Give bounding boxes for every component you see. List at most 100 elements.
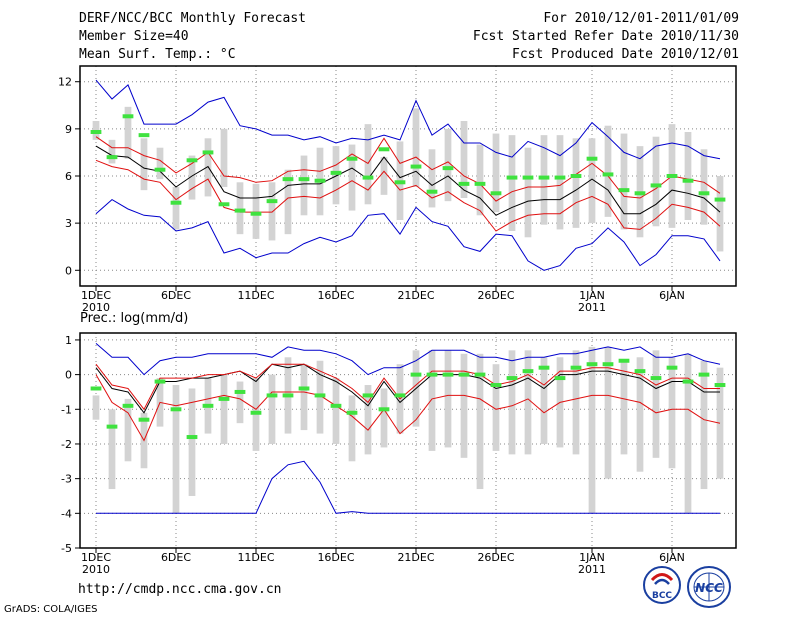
- ncc-logo-icon: NCC: [687, 566, 731, 608]
- ensemble-box: [572, 350, 580, 455]
- y-tick-label: -1: [61, 403, 72, 416]
- median-marker: [330, 170, 342, 175]
- ensemble-box: [364, 124, 372, 205]
- ensemble-box: [700, 149, 708, 225]
- median-marker: [234, 208, 246, 213]
- y-tick-label: 6: [65, 170, 72, 183]
- ensemble-box: [268, 374, 276, 444]
- y-tick-label: -3: [61, 473, 72, 486]
- ensemble-box: [492, 133, 500, 213]
- x-tick-label: 16DEC: [317, 551, 354, 564]
- median-marker: [298, 177, 310, 182]
- median-marker: [90, 386, 102, 391]
- y-tick-label: -2: [61, 438, 72, 451]
- median-marker: [138, 417, 150, 422]
- ensemble-box: [460, 121, 468, 198]
- median-marker: [378, 407, 390, 412]
- y-tick-label: 12: [58, 76, 72, 89]
- ensemble-box: [684, 132, 692, 220]
- median-marker: [490, 191, 502, 196]
- median-marker: [394, 393, 406, 398]
- median-marker: [170, 407, 182, 412]
- median-marker: [266, 199, 278, 204]
- series-line-ensemble-mean: [95, 145, 721, 216]
- ensemble-box: [348, 144, 356, 211]
- median-marker: [330, 403, 342, 408]
- ensemble-box: [156, 147, 164, 180]
- ensemble-box: [540, 135, 548, 225]
- x-tick-label: 11DEC: [237, 289, 274, 302]
- ensemble-box: [700, 360, 708, 490]
- ensemble-box: [140, 138, 148, 191]
- x-tick-label: 11DEC: [237, 551, 274, 564]
- ensemble-box: [652, 136, 660, 227]
- x-tick-label: 16DEC: [317, 289, 354, 302]
- median-marker: [202, 403, 214, 408]
- ensemble-box: [268, 182, 276, 241]
- ensemble-box: [652, 350, 660, 458]
- median-marker: [442, 166, 454, 171]
- ensemble-box: [460, 353, 468, 458]
- bcc-logo-text: BCC: [652, 591, 672, 601]
- ensemble-box: [220, 128, 228, 187]
- series-line-upper-inner: [95, 136, 721, 202]
- ensemble-box: [508, 135, 516, 231]
- ensemble-box: [236, 182, 244, 235]
- median-marker: [218, 202, 230, 207]
- ensemble-box: [108, 139, 116, 164]
- ensemble-box: [508, 350, 516, 455]
- ensemble-box: [716, 176, 724, 252]
- median-marker: [410, 372, 422, 377]
- ensemble-box: [444, 350, 452, 448]
- median-marker: [522, 369, 534, 374]
- ensemble-box: [92, 395, 100, 420]
- median-marker: [426, 372, 438, 377]
- median-marker: [682, 178, 694, 183]
- median-marker: [442, 372, 454, 377]
- median-marker: [90, 130, 102, 134]
- ensemble-box: [604, 125, 612, 217]
- median-marker: [714, 383, 726, 388]
- ensemble-box: [540, 357, 548, 444]
- median-marker: [602, 362, 614, 367]
- x-year-label: 2011: [578, 563, 606, 576]
- ensemble-box: [476, 353, 484, 490]
- ensemble-box: [604, 346, 612, 479]
- ensemble-box: [588, 346, 596, 514]
- y-tick-label: -5: [61, 542, 72, 555]
- x-tick-label: 1DEC: [81, 551, 111, 564]
- ensemble-box: [380, 157, 388, 195]
- x-tick-label: 6JAN: [659, 289, 685, 302]
- series-line-lower-envelope: [95, 198, 721, 271]
- median-marker: [570, 365, 582, 370]
- x-year-label: 2010: [82, 301, 110, 314]
- median-marker: [666, 365, 678, 370]
- ensemble-box: [172, 385, 180, 514]
- median-marker: [154, 167, 166, 172]
- x-year-label: 2011: [578, 301, 606, 314]
- ncc-logo-text: NCC: [695, 581, 723, 595]
- y-tick-label: 0: [65, 369, 72, 382]
- ensemble-box: [556, 135, 564, 230]
- y-tick-label: 3: [65, 217, 72, 230]
- ensemble-box: [524, 147, 532, 238]
- median-marker: [666, 174, 678, 178]
- median-marker: [282, 177, 294, 182]
- median-marker: [378, 147, 390, 152]
- ensemble-box: [572, 138, 580, 228]
- ensemble-box: [620, 133, 628, 230]
- median-marker: [618, 358, 630, 363]
- y-tick-label: 0: [65, 264, 72, 277]
- ensemble-box: [636, 357, 644, 472]
- source-url[interactable]: http://cmdp.ncc.cma.gov.cn: [78, 582, 282, 597]
- ensemble-box: [252, 183, 260, 239]
- ensemble-box: [220, 374, 228, 444]
- median-marker: [234, 389, 246, 394]
- median-marker: [698, 191, 710, 196]
- median-marker: [634, 191, 646, 196]
- median-marker: [410, 164, 422, 169]
- median-marker: [474, 181, 486, 186]
- median-marker: [586, 362, 598, 367]
- median-marker: [474, 372, 486, 377]
